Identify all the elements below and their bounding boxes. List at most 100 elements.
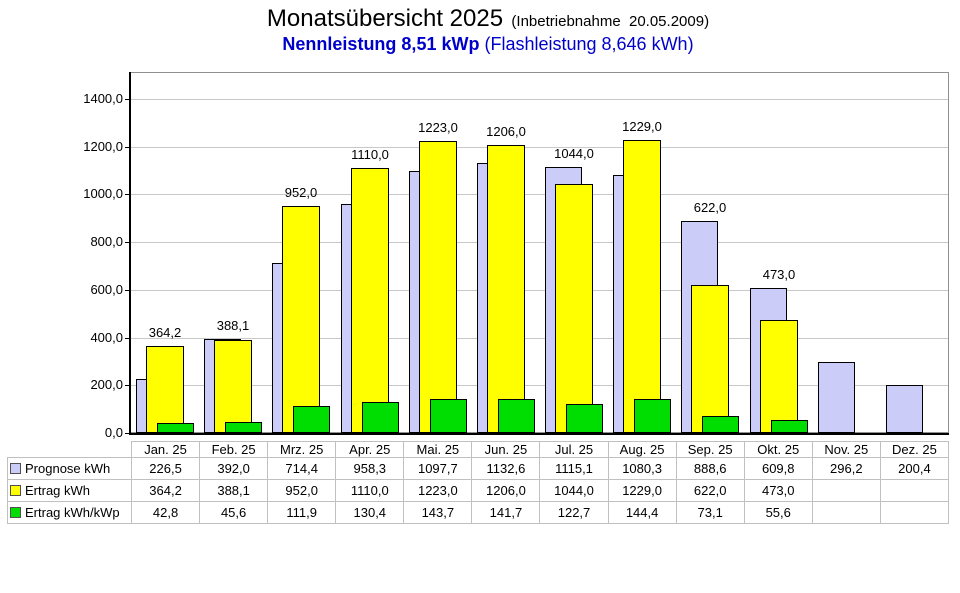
- table-cell: 1206,0: [471, 479, 541, 502]
- bar-value-label: 388,1: [216, 318, 250, 333]
- table-cell: 388,1: [199, 479, 269, 502]
- month-header-cell: Sep. 25: [675, 441, 745, 458]
- bar-ertrag: [623, 140, 661, 433]
- table-cell: 958,3: [335, 457, 405, 480]
- bar-value-label: 1206,0: [486, 124, 526, 139]
- subtitle-nominal-power: Nennleistung 8,51 kWp: [282, 34, 480, 54]
- gridline: [131, 385, 948, 386]
- bar-value-label: 473,0: [762, 267, 796, 282]
- table-cell: 888,6: [675, 457, 745, 480]
- y-axis-tick: [125, 433, 130, 434]
- table-cell: 1080,3: [607, 457, 677, 480]
- table-cell: 1110,0: [335, 479, 405, 502]
- y-axis-tick: [125, 290, 130, 291]
- bar-ertrag-kwp: [498, 399, 535, 433]
- bar-ertrag: [282, 206, 320, 433]
- gridline: [131, 99, 948, 100]
- table-cell: 364,2: [130, 479, 201, 502]
- y-axis-label: 600,0: [90, 282, 123, 297]
- title-suffix: (Inbetriebnahme 20.05.2009): [511, 13, 710, 30]
- bar-ertrag: [351, 168, 389, 433]
- bar-ertrag-kwp: [771, 420, 808, 433]
- table-cell: 1115,1: [539, 457, 609, 480]
- plot-area: [130, 72, 949, 433]
- table-cell: 111,9: [267, 501, 337, 524]
- y-axis-tick: [125, 242, 130, 243]
- gridline: [131, 338, 948, 339]
- legend-swatch-ertrag-kwp: [10, 507, 21, 518]
- table-cell: 952,0: [267, 479, 337, 502]
- title-main: Monatsübersicht 2025: [266, 5, 504, 32]
- table-cell: 144,4: [607, 501, 677, 524]
- bar-ertrag: [487, 145, 525, 433]
- table-cell: 473,0: [743, 479, 813, 502]
- bar-prognose: [886, 385, 923, 433]
- y-axis-tick: [125, 147, 130, 148]
- month-header-cell: Apr. 25: [335, 441, 405, 458]
- y-axis-label: 800,0: [90, 234, 123, 249]
- bar-value-label: 1110,0: [351, 147, 389, 162]
- bar-ertrag-kwp: [362, 402, 399, 433]
- bar-ertrag-kwp: [702, 416, 739, 433]
- month-header-cell: Aug. 25: [607, 441, 677, 458]
- month-header-cell: Dez. 25: [879, 441, 950, 458]
- subtitle-flash-power: (Flashleistung 8,646 kWh): [479, 34, 694, 54]
- page-title: Monatsübersicht 2025 (Inbetriebnahme 20.…: [16, 5, 960, 35]
- month-header-cell: Jul. 25: [539, 441, 609, 458]
- bar-ertrag: [691, 285, 729, 433]
- x-axis-line: [129, 433, 949, 435]
- bar-ertrag-kwp: [225, 422, 262, 433]
- bar-ertrag-kwp: [293, 406, 330, 433]
- table-cell: 42,8: [130, 501, 201, 524]
- table-cell: [811, 479, 881, 502]
- table-cell: 392,0: [199, 457, 269, 480]
- y-axis-label: 1400,0: [83, 91, 123, 106]
- table-cell: 226,5: [130, 457, 201, 480]
- table-cell: [811, 501, 881, 524]
- month-header-cell: Okt. 25: [743, 441, 813, 458]
- month-header-cell: Jan. 25: [130, 441, 201, 458]
- bar-ertrag-kwp: [430, 399, 467, 433]
- bar-value-label: 1044,0: [554, 146, 594, 161]
- month-header-cell: Mrz. 25: [267, 441, 337, 458]
- y-axis-label: 400,0: [90, 330, 123, 345]
- table-cell: 296,2: [811, 457, 881, 480]
- bar-value-label: 364,2: [148, 325, 182, 340]
- legend-swatch-ertrag: [10, 485, 21, 496]
- table-cell: 141,7: [471, 501, 541, 524]
- legend-swatch-prognose: [10, 463, 21, 474]
- table-cell: [879, 479, 950, 502]
- bar-value-label: 1223,0: [418, 120, 458, 135]
- gridline: [131, 147, 948, 148]
- table-cell: 1097,7: [403, 457, 473, 480]
- data-table: Jan. 25 Feb. 25 Mrz. 25 Apr. 25 Mai. 25 Jun. …: [7, 441, 950, 524]
- bar-ertrag: [214, 340, 252, 433]
- bar-ertrag: [146, 346, 184, 433]
- table-cell: 55,6: [743, 501, 813, 524]
- bar-ertrag: [555, 184, 593, 433]
- table-cell: 1132,6: [471, 457, 541, 480]
- month-header-cell: Mai. 25: [403, 441, 473, 458]
- bar-ertrag-kwp: [566, 404, 603, 433]
- bar-value-label: 952,0: [284, 185, 318, 200]
- table-row: Ertrag kWh 364,2 388,1 952,0 1110,0 1223,0 120…: [7, 479, 950, 502]
- table-corner-cell: [8, 442, 132, 458]
- table-cell: 1223,0: [403, 479, 473, 502]
- table-cell: 45,6: [199, 501, 269, 524]
- y-axis-tick: [125, 385, 130, 386]
- bar-ertrag-kwp: [157, 423, 194, 433]
- table-cell: 609,8: [743, 457, 813, 480]
- month-header-cell: Nov. 25: [811, 441, 881, 458]
- table-cell: 122,7: [539, 501, 609, 524]
- table-cell: 130,4: [335, 501, 405, 524]
- y-axis-tick: [125, 99, 130, 100]
- table-cell: 1229,0: [607, 479, 677, 502]
- y-axis-line: [129, 72, 131, 435]
- bar-ertrag: [760, 320, 798, 433]
- table-cell: 714,4: [267, 457, 337, 480]
- table-row: Prognose kWh 226,5 392,0 714,4 958,3 1097,7 11…: [7, 457, 950, 480]
- table-cell: 622,0: [675, 479, 745, 502]
- table-cell: 73,1: [675, 501, 745, 524]
- gridline: [131, 242, 948, 243]
